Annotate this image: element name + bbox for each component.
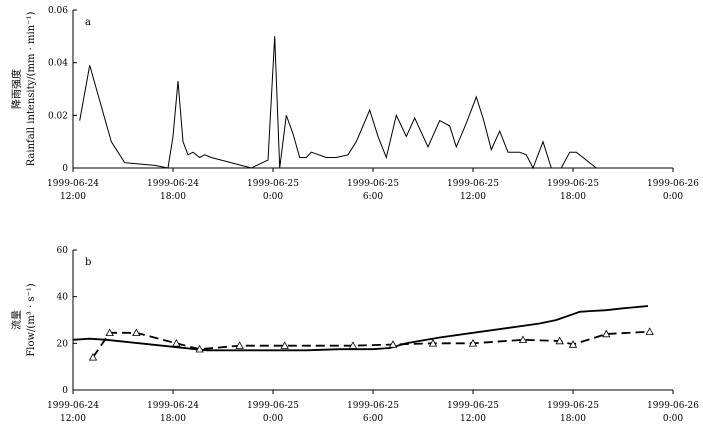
x-tick-label-time: 6:00 (363, 192, 383, 202)
x-tick-label-date: 1999-06-25 (447, 401, 499, 411)
triangle-marker (602, 329, 611, 338)
flow-y-ticks: 0 20 40 60 (57, 246, 77, 396)
triangle-marker (280, 341, 289, 349)
rainfall-y-label-en: Rainfall intensity/(mm · min⁻¹) (26, 12, 37, 167)
panel-label-a: a (85, 17, 91, 28)
y-tick-label: 0.06 (48, 6, 68, 16)
triangle-marker (645, 327, 654, 335)
x-tick-label-time: 12:00 (460, 414, 486, 424)
triangle-marker (195, 344, 204, 353)
x-tick-label-time: 0:00 (663, 414, 683, 424)
x-tick-label-time: 0:00 (663, 192, 683, 202)
series-line-1 (72, 305, 649, 352)
x-tick-label-time: 18:00 (560, 414, 586, 424)
y-tick-label: 0 (62, 386, 68, 396)
x-tick-label-date: 1999-06-25 (247, 179, 299, 189)
y-tick-label: 0 (62, 164, 68, 174)
x-tick-label-date: 1999-06-25 (247, 401, 299, 411)
rainfall-y-label-cn: 降雨强度 (10, 69, 23, 109)
x-tick-label-time: 18:00 (560, 192, 586, 202)
triangle-marker (428, 339, 438, 347)
x-tick-label-date: 1999-06-24 (147, 179, 199, 189)
x-tick-label-date: 1999-06-25 (547, 179, 599, 189)
triangle-marker (88, 353, 98, 361)
x-tick-label-time: 6:00 (363, 414, 383, 424)
flow-panel: b 0 20 40 60 1999-06-24 12:00 1999-06-24 18:00… (10, 246, 699, 424)
triangle-marker (468, 339, 478, 347)
triangle-marker (348, 341, 358, 349)
y-tick-label: 60 (57, 246, 69, 256)
x-tick-label-time: 0:00 (263, 192, 283, 202)
x-tick-label-date: 1999-06-25 (347, 179, 399, 189)
y-tick-label: 40 (57, 293, 69, 303)
triangle-marker (132, 328, 141, 337)
triangle-marker (555, 336, 564, 345)
triangle-marker (388, 340, 398, 348)
triangle-marker (105, 328, 114, 337)
flow-axes (72, 250, 673, 391)
x-tick-label-time: 12:00 (460, 192, 486, 202)
x-tick-label-date: 1999-06-24 (147, 401, 199, 411)
rainfall-x-ticks: 1999-06-24 12:00 1999-06-24 18:00 1999-06-25… (47, 168, 699, 202)
x-tick-label-time: 18:00 (160, 192, 186, 202)
triangle-marker (518, 335, 528, 344)
x-tick-label-date: 1999-06-25 (547, 401, 599, 411)
y-tick-label: 0.02 (48, 111, 68, 121)
x-tick-label-time: 18:00 (160, 414, 186, 424)
x-tick-label-date: 1999-06-24 (47, 401, 99, 411)
y-tick-label: 20 (57, 339, 69, 349)
x-tick-label-time: 12:00 (60, 192, 86, 202)
triangle-marker (568, 340, 578, 348)
x-tick-label-date: 1999-06-25 (447, 179, 499, 189)
panel-label-b: b (85, 257, 91, 268)
flow-x-ticks: 1999-06-24 12:00 1999-06-24 18:00 1999-06-25… (47, 390, 699, 424)
x-tick-label-date: 1999-06-26 (647, 179, 699, 189)
flow-y-label-cn: 流量 (10, 310, 23, 330)
triangle-marker (172, 339, 181, 347)
x-tick-label-date: 1999-06-26 (647, 401, 699, 411)
series-line-2 (92, 330, 650, 358)
rainfall-axes (72, 10, 673, 169)
flow-series (72, 305, 654, 361)
flow-y-label-en: Flow/(m³ · s⁻¹) (26, 283, 37, 356)
x-tick-label-date: 1999-06-25 (347, 401, 399, 411)
x-tick-label-time: 0:00 (263, 414, 283, 424)
x-tick-label-time: 12:00 (60, 414, 86, 424)
series-line-1 (79, 36, 622, 170)
x-tick-label-date: 1999-06-24 (47, 179, 99, 189)
y-tick-label: 0.04 (48, 59, 68, 69)
rainfall-panel: a 00.020.040.06 1999-06-2412:001999-06-2… (10, 6, 699, 202)
triangle-marker (235, 341, 244, 349)
rainfall-series (79, 36, 622, 170)
